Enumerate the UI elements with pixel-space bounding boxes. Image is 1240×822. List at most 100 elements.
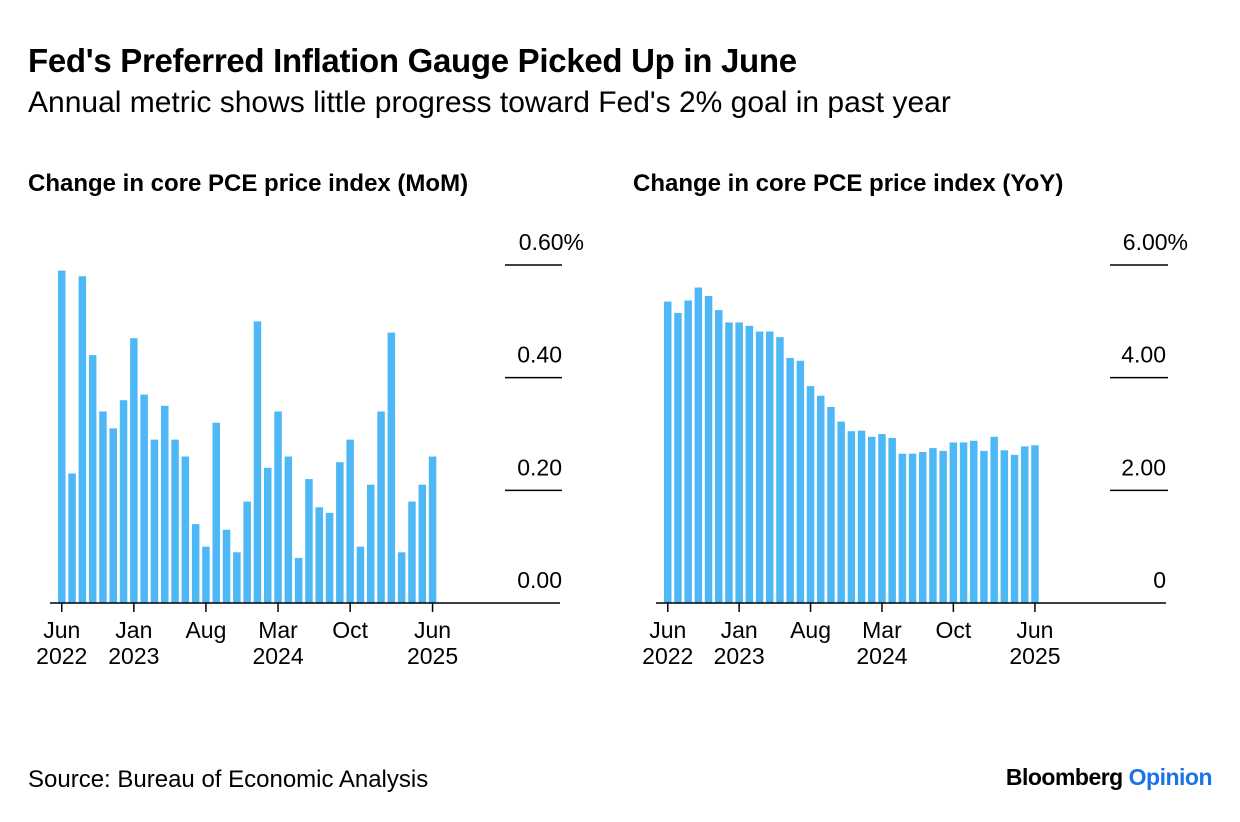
yoy-bar — [806, 386, 815, 603]
mom-x-tick-label: Jan — [115, 617, 152, 643]
brand-logo: Bloomberg Opinion — [1005, 764, 1213, 791]
yoy-bar — [837, 421, 845, 603]
yoy-panel-title: Change in core PCE price index (YoY) — [633, 170, 1064, 197]
yoy-bar — [990, 436, 998, 603]
yoy-bar — [1000, 450, 1009, 603]
mom-bar — [150, 439, 159, 603]
brand-accent: Opinion — [1128, 764, 1213, 790]
yoy-bar — [725, 322, 733, 603]
yoy-y-tick-label: 2.00 — [1121, 454, 1166, 480]
mom-x-tick-year: 2022 — [36, 643, 87, 669]
mom-bar — [336, 462, 344, 603]
yoy-bar — [949, 442, 958, 603]
yoy-bar — [1031, 445, 1039, 603]
mom-bar — [387, 332, 396, 603]
mom-panel-title: Change in core PCE price index (MoM) — [28, 170, 469, 197]
mom-bar — [264, 467, 272, 603]
yoy-bar — [735, 322, 743, 603]
mom-x-tick-label: Oct — [332, 617, 368, 643]
yoy-bar — [1021, 446, 1029, 603]
yoy-bar — [980, 450, 988, 603]
mom-bar — [191, 524, 200, 603]
mom-bar — [202, 546, 210, 603]
yoy-bar — [868, 436, 876, 603]
yoy-bar — [847, 431, 856, 603]
yoy-bar — [786, 357, 794, 603]
mom-bar — [305, 479, 313, 603]
yoy-x-tick-label: Jun — [649, 617, 686, 643]
source-note: Source: Bureau of Economic Analysis — [28, 766, 429, 793]
mom-bar — [140, 394, 148, 603]
mom-bar — [233, 552, 241, 603]
mom-bar — [130, 338, 138, 603]
yoy-bar — [664, 301, 672, 603]
mom-y-tick-label: 0.00 — [517, 567, 562, 593]
yoy-y-tick-label: 4.00 — [1121, 342, 1166, 368]
yoy-x-tick-label: Jun — [1016, 617, 1053, 643]
mom-bar — [377, 411, 385, 603]
yoy-bar — [674, 312, 682, 603]
brand-main: Bloomberg — [1005, 764, 1123, 790]
yoy-bar — [817, 395, 825, 603]
yoy-x-tick-year: 2025 — [1009, 643, 1060, 669]
mom-bar — [408, 501, 416, 603]
mom-x-tick-year: 2023 — [108, 643, 159, 669]
mom-bar — [356, 546, 365, 603]
yoy-bar — [766, 331, 774, 603]
yoy-bar — [827, 406, 835, 603]
yoy-bar — [878, 434, 886, 603]
mom-y-tick-label: 0.40 — [517, 342, 562, 368]
yoy-x-tick-label: Aug — [790, 617, 831, 643]
yoy-x-tick-label: Oct — [935, 617, 971, 643]
yoy-y-tick-label: 0 — [1153, 567, 1166, 593]
mom-bar — [88, 355, 97, 603]
mom-bar — [428, 456, 437, 603]
chart-title: Fed's Preferred Inflation Gauge Picked U… — [28, 42, 797, 79]
yoy-x-tick-year: 2024 — [856, 643, 907, 669]
mom-bar — [58, 270, 66, 603]
yoy-x-tick-year: 2023 — [714, 643, 765, 669]
yoy-bar — [970, 440, 978, 603]
mom-bar — [315, 507, 323, 603]
mom-bar — [367, 484, 375, 603]
mom-x-tick-label: Aug — [185, 617, 226, 643]
mom-x-tick-label: Jun — [414, 617, 451, 643]
yoy-bar — [959, 442, 968, 603]
mom-bar — [78, 276, 87, 603]
mom-bar — [397, 552, 406, 603]
yoy-x-tick-year: 2022 — [642, 643, 693, 669]
mom-bar — [294, 557, 303, 603]
mom-bar — [171, 439, 179, 603]
yoy-bar — [796, 360, 805, 603]
mom-bar — [68, 473, 76, 603]
mom-bar — [325, 512, 334, 603]
mom-y-tick-label: 0.20 — [517, 454, 562, 480]
mom-bar — [418, 484, 426, 603]
yoy-bar — [929, 448, 937, 603]
yoy-x-tick-label: Mar — [862, 617, 902, 643]
mom-bar — [284, 456, 293, 603]
yoy-bar — [715, 310, 723, 603]
mom-bar — [274, 411, 282, 603]
yoy-bar — [919, 452, 927, 603]
mom-bar — [346, 439, 354, 603]
yoy-bar — [898, 453, 907, 603]
mom-y-tick-label: 0.60% — [519, 229, 584, 255]
yoy-bar — [704, 295, 713, 603]
mom-x-tick-label: Mar — [258, 617, 298, 643]
mom-x-tick-year: 2025 — [407, 643, 458, 669]
mom-bar — [161, 405, 169, 603]
yoy-bar — [1010, 454, 1019, 603]
yoy-bar — [684, 300, 692, 603]
chart-subtitle: Annual metric shows little progress towa… — [28, 86, 951, 119]
mom-bar — [119, 400, 128, 603]
mom-bar — [222, 529, 231, 603]
mom-bar — [253, 321, 262, 603]
yoy-bar — [857, 430, 866, 603]
yoy-bar — [939, 450, 947, 603]
yoy-y-tick-label: 6.00% — [1123, 229, 1188, 255]
mom-x-tick-label: Jun — [43, 617, 80, 643]
yoy-bar — [745, 325, 754, 603]
